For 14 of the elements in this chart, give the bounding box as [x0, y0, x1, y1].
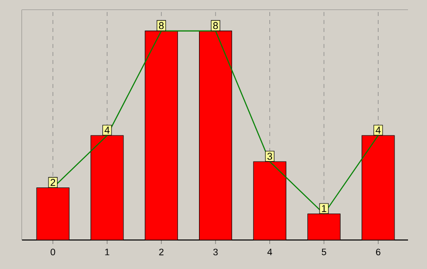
x-tick-label: 6 [376, 248, 380, 256]
data-label: 2 [50, 178, 56, 186]
x-tick-label: 2 [159, 248, 164, 256]
data-label: 8 [213, 22, 218, 30]
x-tick-label: 4 [267, 248, 272, 256]
x-tick-label: 3 [213, 248, 218, 256]
data-label: 4 [104, 126, 110, 134]
x-tick-label: 5 [322, 248, 326, 256]
x-tick-label: 0 [50, 248, 56, 256]
data-label: 3 [267, 152, 272, 160]
x-tick-label: 1 [105, 248, 110, 256]
data-label: 8 [158, 22, 164, 30]
data-label: 1 [322, 205, 326, 212]
data-label: 4 [376, 126, 381, 134]
